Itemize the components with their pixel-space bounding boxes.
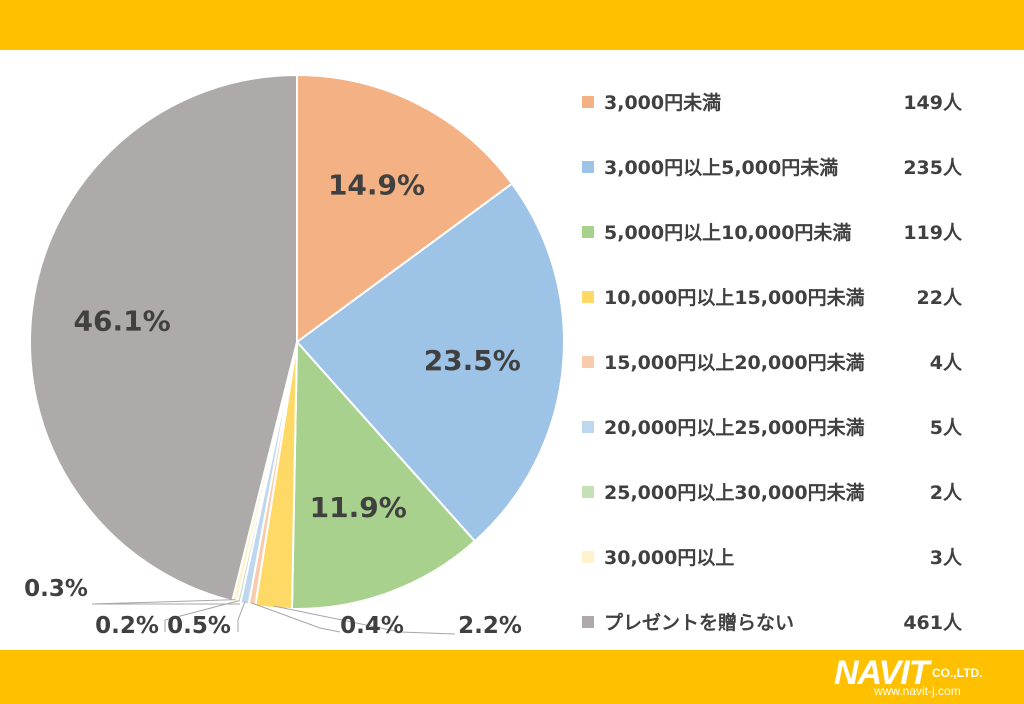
legend-count: 149人 (903, 92, 962, 114)
legend-count: 2人 (929, 482, 962, 504)
legend-count: 5人 (929, 417, 962, 439)
legend-count: 4人 (929, 352, 962, 374)
legend-label: プレゼントを贈らない (604, 612, 795, 634)
pie-slice (290, 339, 477, 610)
legend-item: 20,000円以上25,000円未満 5人 (582, 411, 1002, 476)
legend-item: 5,000円以上10,000円未満 119人 (582, 216, 1002, 281)
legend-item: 3,000円以上5,000円未満 235人 (582, 151, 1002, 216)
leader-line (91, 599, 240, 605)
legend-swatch (582, 356, 594, 368)
legend-item: 25,000円以上30,000円未満 2人 (582, 476, 1002, 541)
slice-data-label: 0.5% (167, 613, 231, 639)
pie-chart: 14.9% 23.5% 11.9% 2.2% 0.4% 0.5% 0.2% 0.3% 46.1% (24, 73, 565, 639)
legend-swatch (582, 226, 594, 238)
legend-label: 20,000円以上25,000円未満 (604, 417, 865, 439)
leader-line (237, 601, 246, 632)
slice-data-label: 46.1% (74, 304, 171, 337)
legend-count: 461人 (903, 612, 962, 634)
slice-data-label: 0.4% (340, 613, 404, 639)
legend-label: 15,000円以上20,000円未満 (604, 352, 865, 374)
slice-data-label: 2.2% (458, 613, 522, 639)
legend-label: 3,000円以上5,000円未満 (604, 157, 839, 179)
legend-swatch (582, 486, 594, 498)
legend-count: 22人 (916, 287, 962, 309)
legend-swatch (582, 161, 594, 173)
slice-data-label: 0.3% (24, 576, 88, 602)
legend-item: 3,000円未満 149人 (582, 86, 1002, 151)
top-banner (0, 0, 1024, 50)
logo-url: www.navit-j.com (874, 684, 961, 698)
legend-swatch (582, 291, 594, 303)
navit-logo: NAVIT CO.,LTD. www.navit-j.com (834, 654, 1010, 700)
slice-data-label: 0.2% (95, 613, 159, 639)
legend-label: 30,000円以上 (604, 547, 735, 569)
legend-swatch (582, 96, 594, 108)
legend-item: 15,000円以上20,000円未満 4人 (582, 346, 1002, 411)
chart-legend: 3,000円未満 149人 3,000円以上5,000円未満 235人 5,00… (582, 86, 1002, 671)
legend-label: 10,000円以上15,000円未満 (604, 287, 865, 309)
legend-item: 30,000円以上 3人 (582, 541, 1002, 606)
legend-swatch (582, 616, 594, 628)
bottom-banner (0, 650, 1024, 704)
slice-data-label: 14.9% (328, 169, 425, 202)
legend-count: 119人 (903, 222, 962, 244)
leader-line (164, 600, 240, 632)
logo-company-suffix: CO.,LTD. (932, 666, 983, 680)
slice-data-label: 11.9% (310, 491, 407, 524)
legend-item: プレゼントを贈らない 461人 (582, 606, 1002, 671)
legend-count: 235人 (903, 157, 962, 179)
slice-data-label: 23.5% (424, 344, 521, 377)
logo-wordmark: NAVIT (834, 654, 929, 692)
leader-line (252, 602, 341, 633)
legend-item: 10,000円以上15,000円未満 22人 (582, 281, 1002, 346)
leader-line (273, 605, 456, 635)
pie-slice (29, 73, 298, 603)
pie-slice (296, 73, 514, 344)
legend-label: 5,000円以上10,000円未満 (604, 222, 852, 244)
legend-count: 3人 (929, 547, 962, 569)
legend-swatch (582, 421, 594, 433)
legend-label: 3,000円未満 (604, 92, 722, 114)
pie-slice (295, 182, 565, 543)
legend-label: 25,000円以上30,000円未満 (604, 482, 865, 504)
legend-swatch (582, 551, 594, 563)
